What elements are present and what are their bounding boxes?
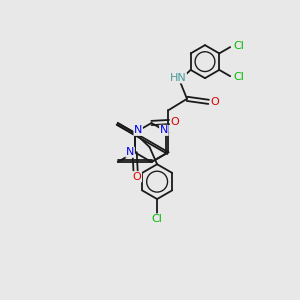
Text: O: O xyxy=(171,117,179,127)
Text: HN: HN xyxy=(169,73,186,83)
Text: O: O xyxy=(211,97,220,107)
Text: N: N xyxy=(160,125,168,135)
Text: Cl: Cl xyxy=(233,41,244,51)
Text: Cl: Cl xyxy=(152,214,163,224)
Text: O: O xyxy=(133,172,142,182)
Text: N: N xyxy=(134,125,142,135)
Text: N: N xyxy=(126,147,134,157)
Text: Cl: Cl xyxy=(233,72,244,82)
